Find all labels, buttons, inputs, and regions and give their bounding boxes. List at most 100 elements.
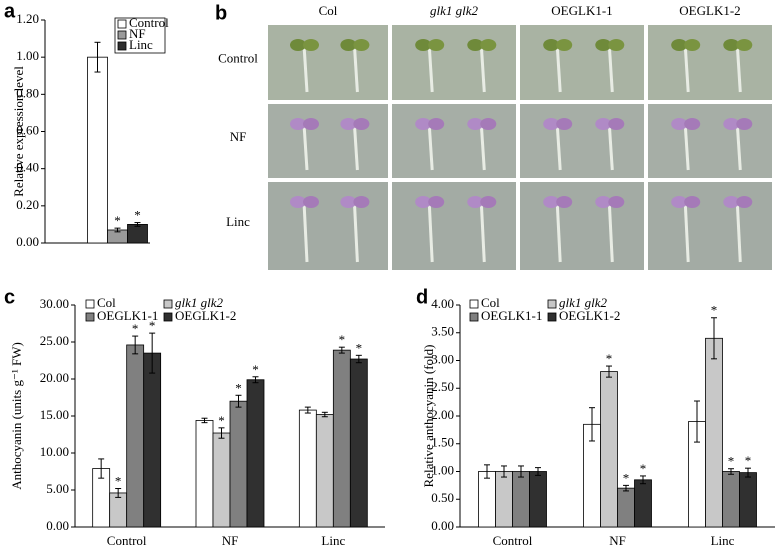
legend-label: Control — [129, 15, 169, 30]
seedling-stem — [555, 201, 562, 263]
seedling-leaf — [608, 118, 625, 130]
seedling-leaf — [723, 118, 740, 130]
seedling-stem — [427, 201, 434, 263]
significance-mark: * — [711, 303, 718, 318]
seedling-stem — [683, 44, 690, 93]
significance-mark: * — [728, 454, 735, 469]
legend-swatch — [163, 299, 173, 309]
bar — [617, 487, 635, 528]
legend-label: Col — [97, 295, 116, 310]
legend-label: OEGLK1-2 — [559, 308, 620, 323]
seedling-leaf — [340, 118, 357, 130]
seedling-leaf — [290, 39, 306, 51]
seedling-leaf — [723, 39, 740, 51]
seedling-stem — [555, 123, 562, 171]
seedling-leaf — [303, 39, 319, 51]
bar — [600, 371, 618, 528]
legend-label: Col — [481, 295, 500, 310]
legend-label: glk1 glk2 — [175, 295, 224, 310]
seedling-leaf — [556, 118, 573, 130]
seedling-stem — [427, 44, 434, 93]
y-tick-label: 0.20 — [16, 197, 39, 212]
legend-swatch — [85, 312, 95, 322]
seedling-leaf — [428, 196, 445, 208]
seedling-leaf — [415, 196, 432, 208]
y-tick-label: 15.00 — [40, 407, 69, 422]
seedling-leaf — [353, 39, 370, 51]
seedling-leaf — [543, 118, 560, 130]
seedling-leaf — [340, 196, 357, 208]
significance-mark: * — [218, 413, 225, 428]
y-tick-label: 3.00 — [431, 351, 454, 366]
seedling-leaf — [736, 39, 753, 51]
photo — [392, 25, 516, 100]
legend-swatch — [163, 312, 173, 322]
seedling-leaf — [556, 39, 573, 51]
y-tick-label: 3.50 — [431, 324, 454, 339]
seedling-stem — [352, 123, 359, 171]
y-tick-label: 0.00 — [431, 518, 454, 533]
seedling-leaf — [671, 196, 688, 208]
seedling-leaf — [290, 118, 306, 130]
seedling-leaf — [415, 118, 432, 130]
x-tick-label: NF — [609, 533, 626, 548]
bar — [109, 492, 128, 528]
significance-mark: * — [114, 213, 121, 228]
photo — [520, 182, 644, 270]
seedling-leaf — [340, 39, 357, 51]
column-label: OEGLK1-1 — [551, 3, 612, 18]
photo — [520, 25, 644, 100]
x-tick-label: Control — [493, 533, 533, 548]
significance-mark: * — [623, 470, 630, 485]
photo — [268, 25, 388, 100]
seedling-leaf — [290, 196, 306, 208]
y-tick-label: 2.50 — [431, 379, 454, 394]
y-tick-label: 0.00 — [16, 234, 39, 249]
seedling-leaf — [428, 118, 445, 130]
bar — [512, 471, 530, 528]
bar — [495, 471, 513, 528]
seedling-leaf — [671, 39, 688, 51]
legend-label: Linc — [129, 37, 153, 52]
panel-label: d — [416, 286, 428, 308]
photo — [648, 182, 772, 270]
seedling-leaf — [736, 118, 753, 130]
photo — [268, 182, 388, 270]
seedling-leaf — [303, 118, 319, 130]
photo — [392, 104, 516, 178]
seedling-leaf — [684, 196, 701, 208]
seedling-stem — [735, 44, 742, 93]
legend-swatch — [547, 312, 557, 322]
seedling-stem — [302, 44, 309, 93]
seedling-leaf — [480, 39, 497, 51]
y-tick-label: 1.00 — [16, 48, 39, 63]
seedling-leaf — [467, 196, 484, 208]
photo — [520, 104, 644, 178]
significance-mark: * — [115, 474, 122, 489]
seedling-stem — [607, 123, 614, 171]
y-tick-label: 1.00 — [431, 462, 454, 477]
panel-label: c — [4, 286, 15, 308]
bar — [195, 420, 214, 528]
x-tick-label: Linc — [321, 533, 345, 548]
seedling-leaf — [467, 118, 484, 130]
y-tick-label: 1.20 — [16, 11, 39, 26]
seedling-leaf — [608, 196, 625, 208]
seedling-stem — [607, 201, 614, 263]
y-tick-label: 0.80 — [16, 85, 39, 100]
seedling-leaf — [595, 118, 612, 130]
seedling-leaf — [543, 196, 560, 208]
x-tick-label: Linc — [711, 533, 735, 548]
y-tick-label: 30.00 — [40, 296, 69, 311]
seedling-leaf — [736, 196, 753, 208]
y-tick-label: 2.00 — [431, 407, 454, 422]
bar — [332, 349, 351, 528]
x-tick-label: NF — [222, 533, 239, 548]
legend-swatch — [469, 299, 479, 309]
seedling-leaf — [595, 39, 612, 51]
panel-label: b — [215, 2, 227, 24]
significance-mark: * — [149, 318, 156, 333]
seedling-leaf — [303, 196, 319, 208]
column-label: glk1 glk2 — [430, 3, 479, 18]
significance-mark: * — [252, 362, 259, 377]
